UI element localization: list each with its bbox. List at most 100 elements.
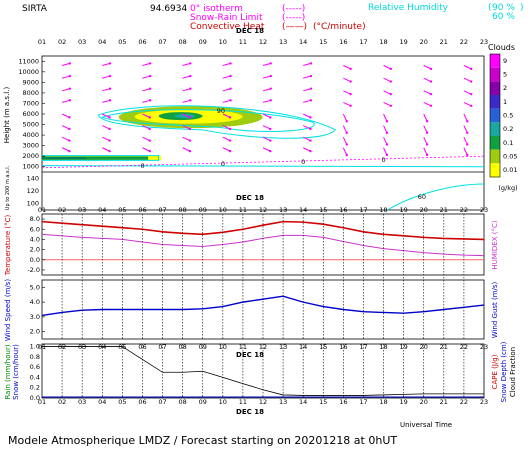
wind-arrow-head [108, 127, 111, 131]
height-ytick: 1000 [22, 163, 39, 171]
clouds-legend-level: 0.05 [503, 153, 517, 161]
hour-label-0: 17 [359, 38, 367, 46]
wind-arrow-head [189, 74, 192, 78]
wind-arrow-head [108, 62, 112, 65]
wind-ytick: 3.0 [30, 313, 40, 321]
cape-axis-title: CAPE (J/g) [491, 354, 499, 389]
wind-arrow-head [269, 127, 272, 131]
wind-arrow-head [228, 139, 232, 142]
wind-arrow [463, 136, 468, 145]
wind-arrow-head [68, 62, 72, 65]
clouds-legend-level: 0.1 [503, 139, 513, 147]
wind-arrow-head [389, 67, 392, 71]
wind-arrow [463, 65, 472, 70]
wind-arrow [142, 136, 150, 142]
isotherm-key: (-----) [282, 4, 305, 14]
wind-arrow [61, 136, 70, 142]
hour-label-3: 10 [219, 398, 227, 406]
wind-arrow [222, 88, 231, 92]
hour-label-3: 01 [38, 398, 46, 406]
wind-gust-axis-title: Wind Gust (m/s) [491, 281, 499, 338]
temperature-line [41, 220, 485, 241]
height-ytick: 5000 [22, 121, 39, 129]
hour-label-1: 03 [78, 206, 86, 214]
wind-arrow [182, 113, 191, 118]
wind-ytick: 2.0 [30, 328, 40, 336]
wind-arrow-head [429, 104, 433, 107]
hour-label-0: 15 [319, 38, 327, 46]
wind-arrow [182, 99, 191, 103]
snow-depth-axis-title: Snow Depth (cm) [500, 341, 508, 402]
hour-label-3: 20 [420, 398, 428, 406]
hour-label-1: 04 [98, 206, 106, 214]
wind-arrow-head [148, 74, 152, 78]
wind-arrow [423, 125, 428, 134]
wind-arrow-head [148, 99, 152, 102]
wind-arrow [61, 125, 70, 130]
wind-arrow-head [309, 87, 313, 90]
wind-arrow-head [108, 139, 111, 142]
clouds-legend-level: 2 [503, 84, 507, 92]
hour-label-3: 22 [460, 398, 468, 406]
wind-arrow-head [188, 149, 192, 153]
wind-arrow-head [345, 153, 348, 157]
rain-ytick: 1.0 [30, 343, 40, 351]
wind-arrow-head [269, 99, 272, 102]
wind-arrow [383, 113, 388, 122]
wind-arrow [182, 136, 191, 142]
hour-label-1: 22 [460, 206, 468, 214]
hour-label-2: 23 [480, 343, 488, 351]
rh-contour-surface [387, 183, 485, 211]
hour-label-3: 21 [440, 398, 448, 406]
temp-ytick: -2.0 [27, 266, 40, 274]
freezing-level-line [41, 155, 485, 169]
clouds-legend-swatch [490, 108, 500, 123]
hour-label-3: 12 [259, 398, 267, 406]
clouds-legend-swatch [490, 54, 500, 68]
snow-axis-title: Snow (cm/hour) [12, 344, 20, 400]
wind-arrow-head [148, 62, 152, 65]
wind-arrow-head [269, 139, 272, 142]
wind-arrow [303, 75, 312, 79]
wind-arrow-head [229, 87, 232, 90]
wind-arrow-head [269, 116, 272, 119]
hour-label-3: 17 [359, 398, 367, 406]
wind-arrow-head [228, 116, 232, 119]
rh-contour-90 [100, 109, 315, 133]
wind-arrow [222, 147, 231, 152]
wind-arrow-head [385, 120, 389, 123]
wind-arrow [342, 113, 348, 122]
wind-arrow [61, 147, 70, 152]
wind-arrow-head [189, 87, 192, 90]
height-ytick: 8000 [22, 89, 39, 97]
wind-arrow [142, 147, 150, 152]
temp-ytick: 0.0 [30, 256, 40, 264]
wind-arrow [423, 147, 428, 156]
hour-label-3: 09 [199, 398, 207, 406]
wind-arrow-head [68, 149, 71, 153]
hour-label-1: 16 [339, 206, 347, 214]
wind-arrow-head [309, 127, 312, 131]
hour-label-0: 20 [420, 38, 428, 46]
hour-label-3: 07 [158, 398, 166, 406]
isotherm-label: 0 [140, 162, 144, 170]
cloud-panel: 90 60 0 0 0 0 [41, 55, 485, 211]
isotherm-label: 0 [221, 160, 225, 168]
wind-arrow [102, 136, 110, 142]
wind-arrow-head [229, 62, 232, 65]
convective-key: (——) [282, 22, 307, 32]
snowrain-label: Snow-Rain Limit [190, 13, 263, 23]
height-ytick: 4000 [22, 131, 39, 139]
wind-arrow-head [469, 92, 473, 96]
hour-label-0: 22 [460, 38, 468, 46]
wind-arrow-head [148, 139, 151, 142]
wind-arrow [303, 99, 312, 103]
hour-label-1: 02 [58, 206, 66, 214]
wind-arrow [342, 147, 348, 156]
hour-label-3: 19 [399, 398, 407, 406]
wind-arrow [262, 99, 271, 103]
wind-arrow-head [425, 131, 429, 135]
hour-label-1: 18 [379, 206, 387, 214]
wind-arrow-head [385, 153, 389, 157]
hour-label-1: 21 [440, 206, 448, 214]
